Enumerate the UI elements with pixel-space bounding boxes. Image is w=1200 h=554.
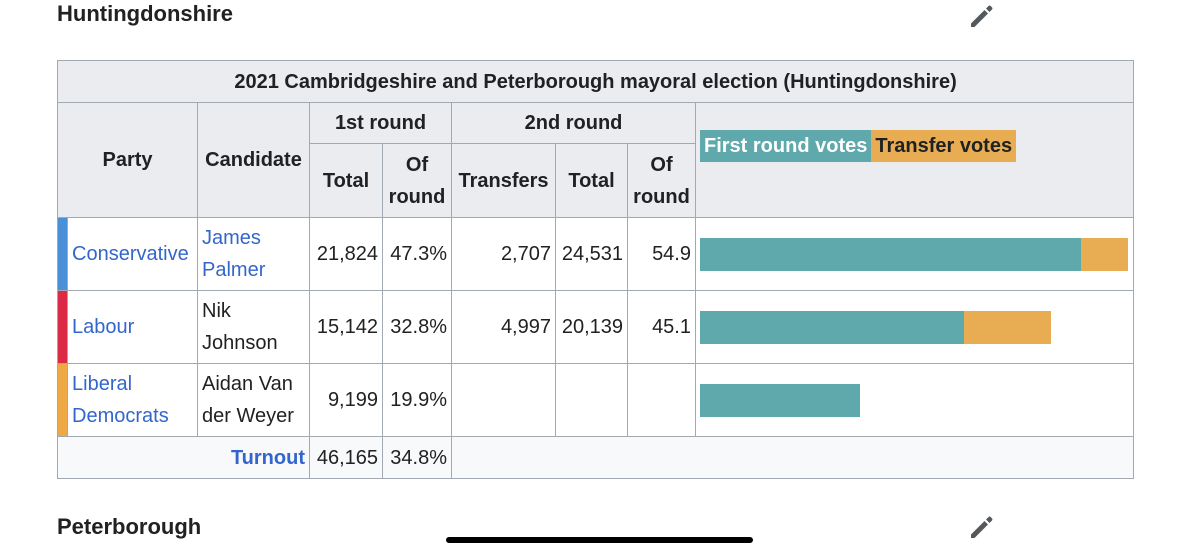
turnout-row: Turnout 46,165 34.8% — [57, 436, 1135, 479]
party-color-swatch — [57, 290, 68, 364]
pencil-edit-icon[interactable] — [966, 511, 998, 543]
header-candidate: Candidate — [197, 102, 310, 218]
header-r1-total: Total — [309, 143, 383, 218]
r1-pct-cell: 47.3% — [382, 217, 452, 291]
party-color-swatch — [57, 217, 68, 291]
bar-transfer-votes — [964, 310, 1052, 344]
table-row: Liberal Democrats Aidan Van der Weyer 9,… — [57, 363, 1135, 437]
r2-pct-cell: 54.9 — [627, 217, 696, 291]
vote-bar-cell — [694, 290, 1135, 364]
legend-first-round: First round votes — [700, 130, 872, 162]
election-results-table: 2021 Cambridgeshire and Peterborough may… — [56, 60, 1135, 479]
bar-legend: First round votes Transfer votes — [700, 130, 1133, 162]
r1-total-cell: 15,142 — [309, 290, 383, 364]
r2-total-cell — [555, 363, 628, 437]
transfers-cell — [451, 363, 556, 437]
r1-total-cell: 9,199 — [309, 363, 383, 437]
turnout-link[interactable]: Turnout — [57, 436, 310, 479]
party-link[interactable]: Labour — [67, 290, 198, 364]
vote-bar — [700, 383, 1128, 417]
bar-first-round-votes — [700, 383, 861, 417]
r2-total-cell: 24,531 — [555, 217, 628, 291]
r2-total-cell: 20,139 — [555, 290, 628, 364]
home-indicator[interactable] — [446, 537, 753, 543]
pencil-edit-icon[interactable] — [966, 0, 998, 32]
r2-pct-cell — [627, 363, 696, 437]
table-row: Labour Nik Johnson 15,142 32.8% 4,997 20… — [57, 290, 1135, 364]
legend-cell: First round votes Transfer votes — [694, 102, 1135, 218]
table-row: Conservative James Palmer 21,824 47.3% 2… — [57, 217, 1135, 291]
vote-bar — [700, 237, 1128, 271]
section-heading-huntingdonshire: Huntingdonshire — [57, 1, 233, 26]
election-results-table-container: 2021 Cambridgeshire and Peterborough may… — [56, 60, 1135, 481]
table-caption: 2021 Cambridgeshire and Peterborough may… — [56, 60, 1135, 103]
party-link[interactable]: Liberal Democrats — [67, 363, 198, 437]
bar-first-round-votes — [700, 310, 965, 344]
r1-pct-cell: 32.8% — [382, 290, 452, 364]
party-color-swatch — [57, 363, 68, 437]
candidate-link[interactable]: James Palmer — [197, 217, 310, 291]
header-party: Party — [57, 102, 198, 218]
header-r2-of-round: Of round — [627, 143, 696, 218]
candidate-name: Nik Johnson — [197, 290, 310, 364]
party-link[interactable]: Conservative — [67, 217, 198, 291]
r1-total-cell: 21,824 — [309, 217, 383, 291]
turnout-total: 46,165 — [309, 436, 383, 479]
transfers-cell: 2,707 — [451, 217, 556, 291]
vote-bar-cell — [694, 217, 1135, 291]
transfers-cell: 4,997 — [451, 290, 556, 364]
header-transfers: Transfers — [451, 143, 556, 218]
bar-transfer-votes — [1080, 237, 1128, 271]
turnout-pct: 34.8% — [382, 436, 452, 479]
header-first-round: 1st round — [309, 102, 452, 144]
legend-transfer: Transfer votes — [871, 130, 1017, 162]
bar-first-round-votes — [700, 237, 1081, 271]
header-r2-total: Total — [555, 143, 628, 218]
turnout-empty — [450, 436, 1135, 479]
header-second-round: 2nd round — [451, 102, 696, 144]
vote-bar-cell — [694, 363, 1135, 437]
candidate-name: Aidan Van der Weyer — [197, 363, 310, 437]
header-r1-of-round: Of round — [382, 143, 452, 218]
r1-pct-cell: 19.9% — [382, 363, 452, 437]
r2-pct-cell: 45.1 — [627, 290, 696, 364]
section-heading-peterborough: Peterborough — [57, 514, 202, 539]
vote-bar — [700, 310, 1128, 344]
